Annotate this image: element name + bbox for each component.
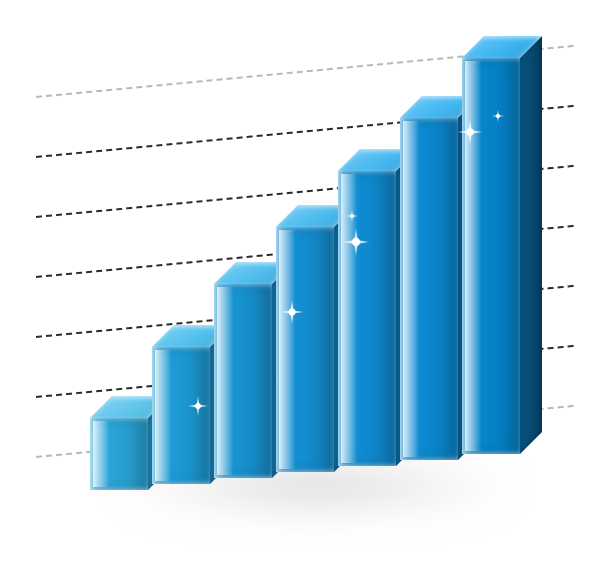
bar-front — [276, 227, 334, 472]
bar-front — [462, 58, 520, 454]
bar-front — [338, 171, 396, 466]
bar-front — [90, 418, 148, 490]
bar-front — [214, 284, 272, 478]
bar-side — [520, 36, 542, 454]
bar-front — [152, 347, 210, 484]
bar-front — [400, 118, 458, 460]
bar-chart-3d — [0, 0, 600, 580]
